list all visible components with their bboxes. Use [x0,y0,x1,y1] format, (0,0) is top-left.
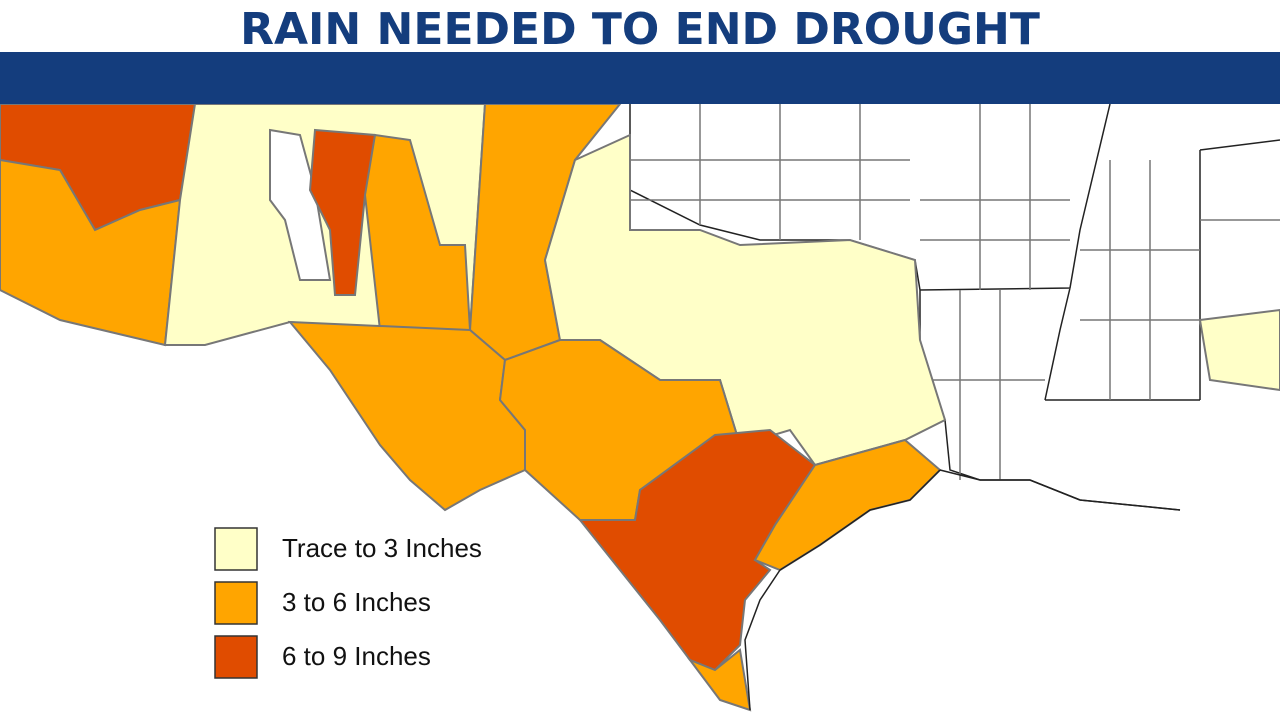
legend-label: 6 to 9 Inches [282,641,431,671]
legend: Trace to 3 Inches 3 to 6 Inches 6 to 9 Inc… [214,527,482,679]
region-3-6 [287,320,526,512]
legend-swatch [214,581,258,625]
title: RAIN NEEDED TO END DROUGHT [240,4,1040,55]
header-band [0,52,1280,104]
region-trace-3 [1198,308,1280,392]
no-drought-area [269,128,332,281]
county-lines [630,104,1280,480]
region-3-6 [363,133,472,331]
region-3-6 [687,648,752,712]
legend-swatch [214,635,258,679]
legend-label: 3 to 6 Inches [282,587,431,617]
coastline [744,469,1181,711]
legend-label: Trace to 3 Inches [282,533,482,563]
legend-swatch [214,527,258,571]
map-regions [0,103,1280,712]
